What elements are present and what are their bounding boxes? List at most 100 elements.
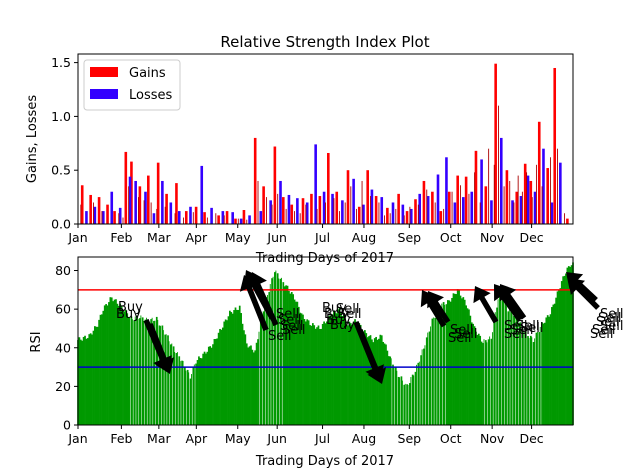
rsi-bar-286 — [479, 335, 482, 425]
rsi-bar-272 — [459, 295, 462, 425]
rsi-bar-181 — [331, 314, 334, 425]
bar-gains-5 — [124, 151, 128, 224]
rsi-bar-168 — [313, 325, 316, 425]
rsi-bar-289 — [483, 339, 485, 425]
buy-label-2: Buy — [322, 301, 347, 316]
rsi-bar-67 — [171, 343, 173, 425]
rsi-bar-255 — [435, 313, 437, 425]
sell-label-18: Sell — [600, 319, 623, 334]
rsi-bar-264 — [448, 300, 451, 425]
bar-minor-25 — [299, 213, 301, 224]
rsi-bar-333 — [545, 317, 548, 425]
rsi-bar-202 — [361, 330, 363, 425]
rsi-bar-253 — [432, 317, 434, 425]
bar-minor-43 — [426, 189, 428, 224]
rsi-bar-100 — [217, 332, 220, 425]
bar-gains-42 — [464, 176, 468, 224]
rsi-bar-318 — [524, 331, 527, 425]
rsi-bar-184 — [335, 313, 338, 425]
bar-losses-13 — [200, 165, 204, 224]
bar-minor-56 — [513, 202, 515, 224]
rsi-bar-323 — [531, 337, 533, 425]
bar-losses-21 — [279, 180, 282, 224]
x-tick-label-jul: Jul — [314, 230, 330, 245]
bar-gains-22 — [282, 197, 285, 224]
bar-gains-11 — [175, 183, 178, 224]
rsi-bar-268 — [454, 293, 456, 425]
bar-minor-37 — [384, 215, 386, 224]
rsi-bar-52 — [150, 319, 152, 425]
bar-losses-22 — [287, 194, 291, 224]
bar-gains-39 — [439, 211, 443, 224]
rsi-bar-224 — [392, 364, 394, 425]
bar-gains-29 — [346, 170, 350, 224]
bar-gains-3 — [106, 204, 109, 224]
bar-gains-33 — [386, 207, 389, 224]
rsi-bar-4 — [82, 336, 85, 425]
sell-label-0: Sell — [276, 307, 299, 322]
rsi-bar-110 — [231, 313, 234, 425]
rsi-bar-335 — [548, 316, 550, 425]
rsi-bar-244 — [420, 355, 422, 425]
rsi-bar-19 — [103, 305, 106, 425]
bar-losses-6 — [134, 180, 137, 224]
rsi-bar-174 — [321, 323, 324, 425]
rsi-bar-163 — [306, 319, 309, 425]
rsi-bar-209 — [371, 339, 373, 425]
bar-gains-47 — [515, 191, 519, 224]
rsi-bar-155 — [295, 301, 297, 425]
bar-losses-44 — [490, 200, 493, 224]
rsi-bar-104 — [223, 321, 226, 425]
bar-minor-13 — [192, 212, 194, 224]
x-tick-label-dec: Dec — [519, 230, 543, 245]
rsi-bar-30 — [119, 303, 122, 425]
bar-minor-47 — [460, 185, 461, 224]
rsi-bar-325 — [534, 338, 536, 425]
rsi-bar-228 — [397, 376, 400, 425]
bar-losses-23 — [296, 198, 299, 224]
bottom-x-ticks: Jan Feb Mar Apr May Jun Jul Aug Sep Oct Nov Dec — [67, 425, 544, 446]
bar-gains-37 — [422, 180, 426, 224]
sell-label-19: Sell — [592, 323, 615, 338]
rsi-bar-334 — [546, 315, 549, 425]
rsi-bar-258 — [439, 307, 442, 425]
bar-minor-51 — [488, 148, 490, 224]
bar-gains-20 — [262, 186, 265, 224]
sell-label-11: Sell — [510, 323, 533, 338]
bar-losses-12 — [189, 206, 192, 224]
rsi-bar-221 — [387, 356, 390, 425]
sell-label-8: Sell — [454, 327, 477, 342]
rsi-bar-132 — [262, 311, 265, 425]
bar-losses-19 — [259, 211, 263, 224]
rsi-bar-109 — [230, 312, 233, 425]
bar-gains-36 — [414, 199, 417, 224]
rsi-bar-85 — [196, 360, 199, 425]
signal-arrow-9 — [473, 286, 499, 324]
bottom-y-tick-label: 20 — [55, 379, 71, 394]
rsi-bar-304 — [504, 300, 507, 425]
rsi-bar-27 — [115, 299, 117, 425]
rsi-bar-125 — [252, 352, 255, 425]
rsi-bar-41 — [134, 316, 136, 425]
rsi-bar-101 — [219, 328, 221, 425]
legend-label-gains: Gains — [129, 66, 166, 81]
rsi-bar-170 — [316, 327, 318, 425]
bottom-y-tick-label: 40 — [55, 340, 71, 355]
rsi-bar-271 — [458, 290, 460, 425]
bar-gains-53 — [566, 218, 569, 224]
bar-gains-23 — [290, 204, 294, 224]
bar-minor-29 — [333, 198, 335, 224]
rsi-bar-328 — [538, 332, 541, 425]
rsi-bar-73 — [179, 361, 181, 425]
rsi-bar-211 — [373, 338, 376, 425]
bar-minor-16 — [223, 215, 225, 224]
sell-label-13: Sell — [504, 327, 527, 342]
bar-gains-2 — [97, 197, 101, 224]
rsi-bar-70 — [175, 353, 178, 425]
bar-minor-10 — [164, 206, 166, 224]
bar-gains-40 — [447, 191, 451, 224]
rsi-bar-87 — [199, 357, 202, 425]
rsi-bar-349 — [567, 266, 570, 425]
